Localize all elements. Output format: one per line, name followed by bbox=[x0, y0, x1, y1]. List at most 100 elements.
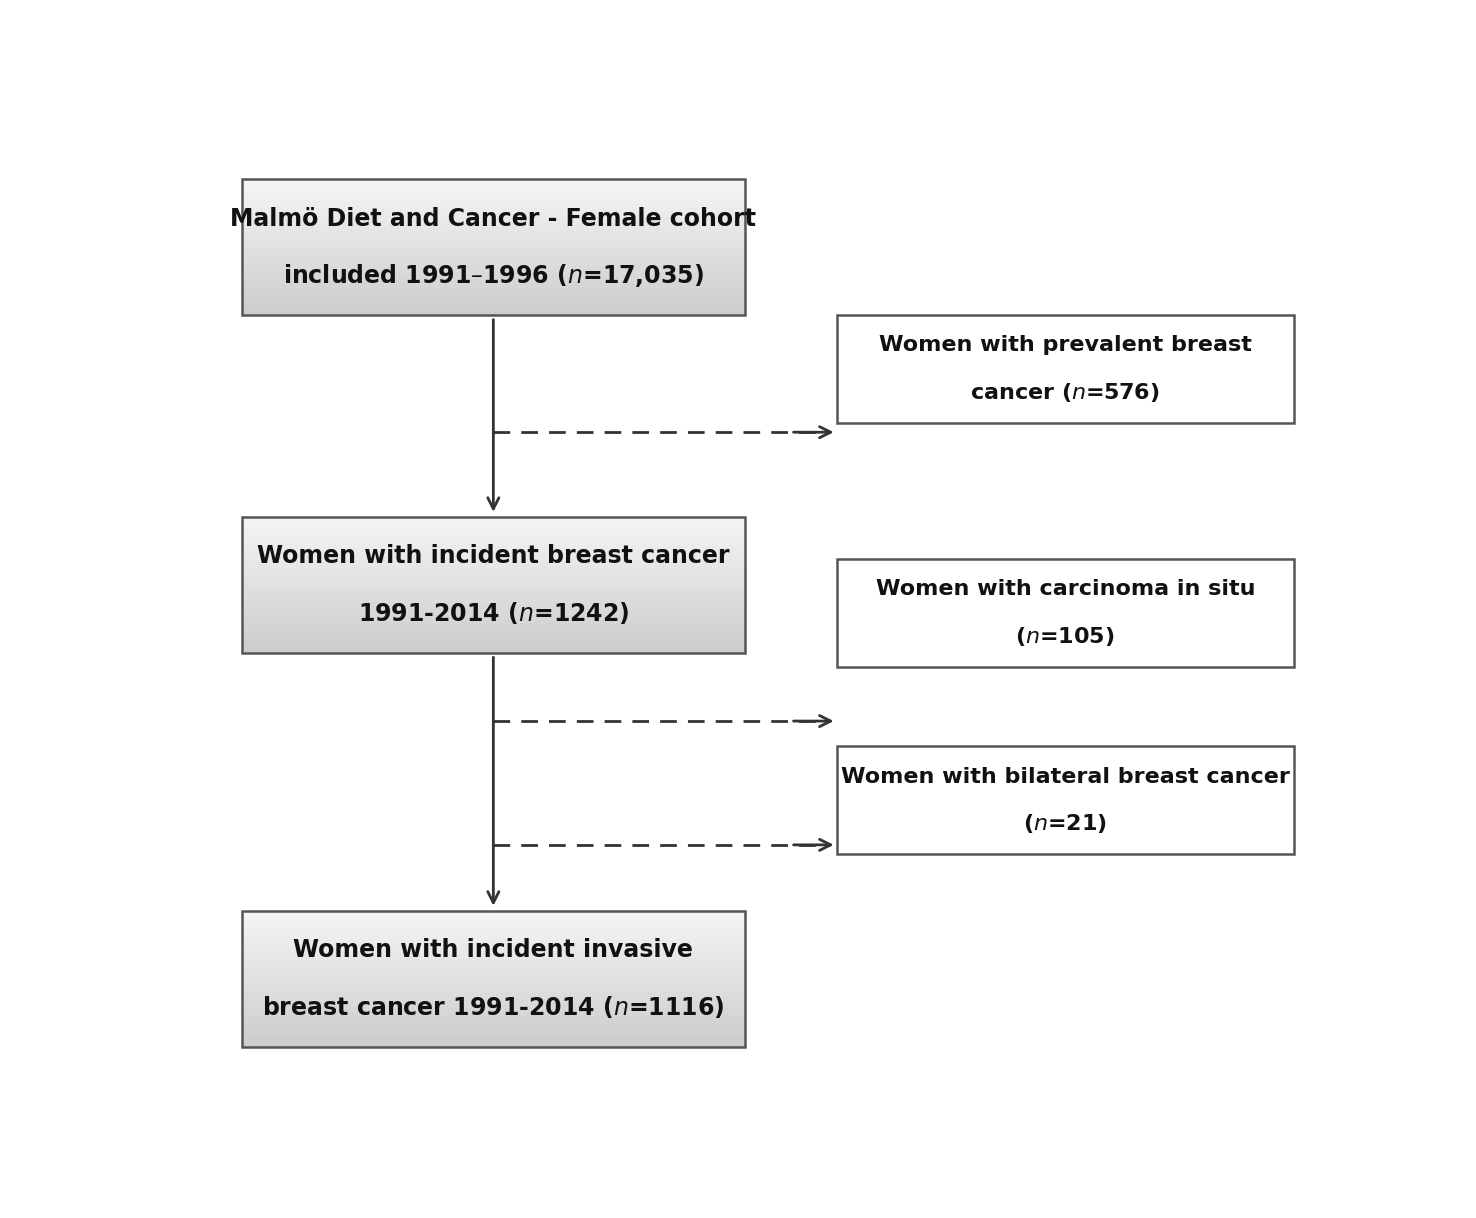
Bar bbox=[242, 644, 745, 646]
Bar bbox=[242, 286, 745, 287]
Bar bbox=[242, 1002, 745, 1005]
Bar bbox=[242, 230, 745, 231]
Bar bbox=[242, 1037, 745, 1039]
Bar bbox=[242, 940, 745, 942]
Bar bbox=[242, 942, 745, 943]
Bar bbox=[242, 222, 745, 223]
Bar bbox=[242, 621, 745, 622]
Bar bbox=[242, 951, 745, 952]
Bar bbox=[242, 955, 745, 957]
Bar bbox=[242, 516, 745, 518]
Bar bbox=[242, 935, 745, 937]
Bar bbox=[242, 594, 745, 596]
Bar bbox=[242, 911, 745, 912]
Bar bbox=[242, 262, 745, 263]
Text: Women with incident breast cancer: Women with incident breast cancer bbox=[257, 544, 729, 569]
Bar bbox=[242, 543, 745, 546]
Bar bbox=[242, 188, 745, 189]
Bar bbox=[242, 598, 745, 599]
Bar bbox=[242, 229, 745, 230]
Bar bbox=[242, 180, 745, 181]
Bar bbox=[242, 585, 745, 586]
Bar bbox=[242, 569, 745, 570]
Bar bbox=[242, 540, 745, 541]
Bar bbox=[242, 948, 745, 949]
Text: Women with carcinoma in situ: Women with carcinoma in situ bbox=[875, 580, 1255, 599]
Bar bbox=[242, 283, 745, 284]
Bar bbox=[242, 228, 745, 229]
Bar bbox=[242, 531, 745, 533]
Bar bbox=[242, 1043, 745, 1044]
Bar bbox=[242, 622, 745, 624]
Bar bbox=[242, 564, 745, 565]
Bar bbox=[242, 231, 745, 234]
Bar bbox=[242, 546, 745, 547]
Bar bbox=[242, 289, 745, 291]
Bar bbox=[242, 270, 745, 272]
Bar bbox=[242, 1029, 745, 1030]
Bar bbox=[242, 236, 745, 238]
Text: breast cancer 1991-2014 ($n$=1116): breast cancer 1991-2014 ($n$=1116) bbox=[263, 994, 725, 1019]
Bar bbox=[242, 1006, 745, 1007]
Bar bbox=[242, 639, 745, 641]
Bar bbox=[242, 525, 745, 526]
Bar bbox=[242, 582, 745, 583]
Bar bbox=[242, 966, 745, 967]
Bar bbox=[242, 630, 745, 631]
Bar bbox=[242, 1039, 745, 1040]
Bar bbox=[242, 600, 745, 602]
Bar bbox=[242, 257, 745, 258]
Bar bbox=[242, 527, 745, 529]
Bar bbox=[242, 241, 745, 242]
Bar bbox=[242, 213, 745, 214]
Bar bbox=[242, 551, 745, 552]
Bar bbox=[242, 917, 745, 918]
Bar bbox=[242, 200, 745, 201]
Bar bbox=[242, 642, 745, 643]
Bar bbox=[242, 1033, 745, 1034]
Bar bbox=[242, 961, 745, 962]
Bar bbox=[242, 519, 745, 520]
Bar bbox=[242, 280, 745, 281]
Bar bbox=[242, 563, 745, 564]
Bar bbox=[242, 976, 745, 977]
Bar bbox=[242, 199, 745, 200]
Bar bbox=[242, 937, 745, 938]
Bar bbox=[242, 931, 745, 932]
Bar bbox=[242, 647, 745, 648]
Bar bbox=[242, 932, 745, 934]
Bar bbox=[242, 246, 745, 247]
Bar bbox=[242, 982, 745, 983]
Bar bbox=[242, 297, 745, 298]
Bar bbox=[242, 520, 745, 523]
Bar bbox=[242, 619, 745, 620]
Bar bbox=[242, 292, 745, 294]
Bar bbox=[242, 928, 745, 929]
Bar bbox=[242, 973, 745, 974]
Bar bbox=[242, 923, 745, 924]
Bar bbox=[242, 255, 745, 257]
Bar bbox=[242, 268, 745, 269]
Bar bbox=[242, 530, 745, 531]
Bar bbox=[242, 548, 745, 549]
Bar bbox=[242, 1016, 745, 1017]
Bar bbox=[242, 214, 745, 216]
Bar bbox=[242, 184, 745, 186]
Bar bbox=[242, 196, 745, 199]
Text: Women with incident invasive: Women with incident invasive bbox=[294, 938, 694, 962]
Bar bbox=[242, 987, 745, 988]
Bar bbox=[242, 1018, 745, 1019]
Bar bbox=[242, 192, 745, 194]
Bar bbox=[242, 554, 745, 557]
Bar bbox=[242, 1030, 745, 1032]
Bar bbox=[242, 313, 745, 315]
Text: ($n$=21): ($n$=21) bbox=[1023, 812, 1107, 836]
Bar bbox=[242, 605, 745, 607]
Bar bbox=[837, 559, 1294, 666]
Bar bbox=[242, 298, 745, 300]
Bar bbox=[242, 954, 745, 955]
Bar bbox=[242, 1005, 745, 1006]
Bar bbox=[242, 294, 745, 295]
Bar bbox=[242, 1024, 745, 1026]
Bar bbox=[242, 274, 745, 275]
